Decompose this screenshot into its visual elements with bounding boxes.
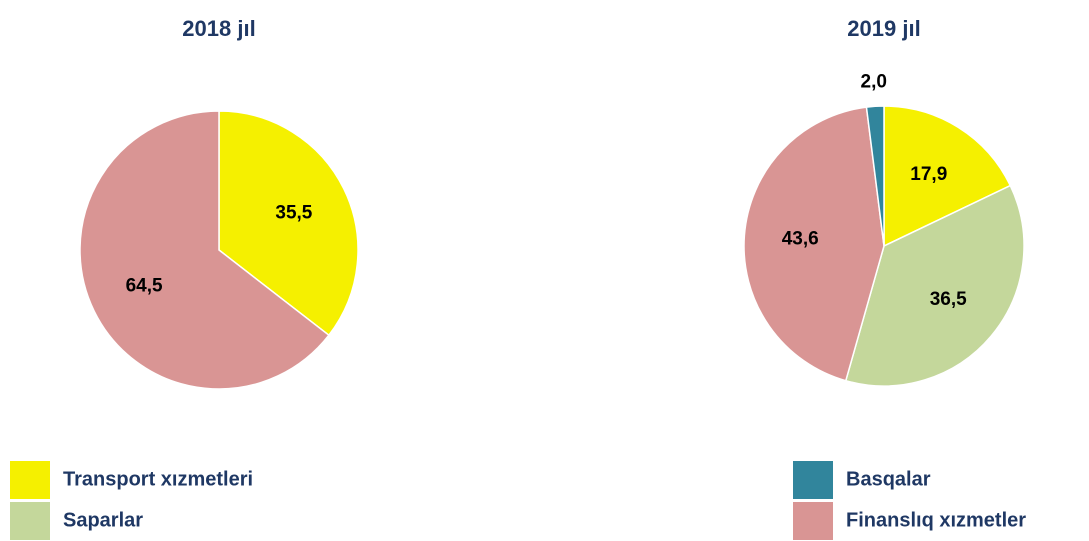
legend-label: Transport xızmetleri xyxy=(63,468,253,490)
data-label: 35,5 xyxy=(275,202,312,223)
data-label: 17,9 xyxy=(910,164,947,185)
data-label: 64,5 xyxy=(126,276,163,297)
pie-slice xyxy=(844,184,1025,387)
legend-swatch xyxy=(793,461,833,499)
legend-label: Saparlar xyxy=(63,509,143,531)
pie-slice xyxy=(865,105,885,247)
pie-slice xyxy=(883,105,1012,248)
legend-swatch xyxy=(793,502,833,540)
data-label: 2,0 xyxy=(861,72,887,93)
chart-title: 2019 jıl xyxy=(847,16,920,41)
legend-label: Finanslıq xızmetler xyxy=(846,509,1026,531)
pie-slice xyxy=(79,110,330,390)
pie-slice xyxy=(218,110,359,337)
legend-swatch xyxy=(10,502,50,540)
data-label: 43,6 xyxy=(782,229,819,250)
legend-swatch xyxy=(10,461,50,499)
data-label: 36,5 xyxy=(930,289,967,310)
legend-label: Basqalar xyxy=(846,468,931,490)
chart-title: 2018 jıl xyxy=(182,16,255,41)
pie-slice xyxy=(743,106,885,382)
